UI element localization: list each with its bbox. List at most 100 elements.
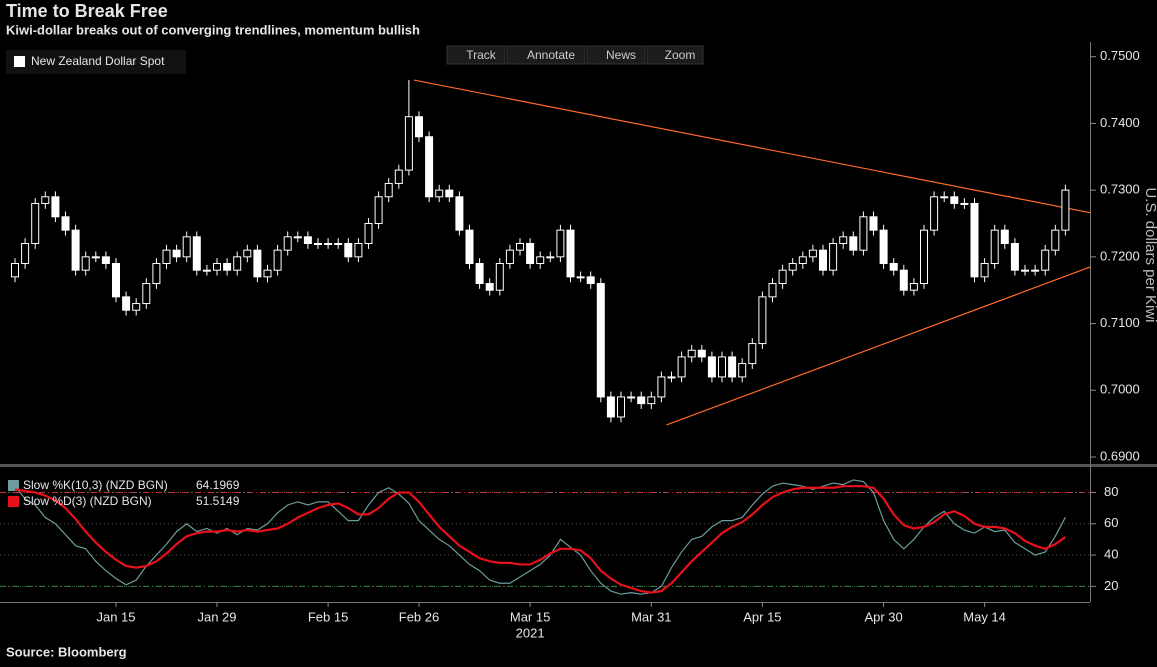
legend-label: Slow %D(3) (NZD BGN): [23, 494, 152, 508]
toolbar-label[interactable]: Annotate: [527, 48, 575, 62]
candle-body: [950, 196, 959, 204]
series-line: [14, 479, 1066, 595]
candle-body: [233, 256, 242, 271]
candle-body: [859, 216, 868, 251]
x-tick-label: Feb 15: [308, 609, 348, 624]
candle-body: [536, 256, 545, 265]
legend-swatch: [8, 480, 19, 491]
candle-body: [1000, 229, 1009, 244]
candle-body: [657, 376, 666, 398]
candle-body: [687, 349, 696, 358]
toolbar-label[interactable]: Track: [466, 48, 497, 62]
candle-body: [384, 182, 393, 198]
candle-body: [556, 229, 565, 258]
candle-body: [334, 242, 343, 245]
candle-body: [718, 356, 726, 378]
candle-body: [748, 343, 757, 365]
candle-body: [475, 263, 484, 285]
candle-body: [132, 303, 141, 311]
candle-body: [112, 263, 120, 298]
source: Source: Bloomberg: [6, 644, 127, 659]
legend-box: [6, 50, 186, 74]
candle-body: [21, 242, 30, 265]
y-tick-label: 0.7100: [1100, 315, 1140, 330]
candle-body: [435, 189, 444, 198]
candle-body: [909, 283, 918, 291]
candle-body: [980, 263, 989, 278]
candle-body: [1041, 249, 1050, 271]
candle-body: [808, 249, 817, 258]
x-tick-label: May 14: [963, 609, 1006, 624]
y-tick-label: 0.7400: [1100, 115, 1140, 130]
candle-body: [11, 263, 19, 278]
candle-body: [990, 229, 999, 265]
toolbar-button[interactable]: [506, 45, 586, 65]
candle-body: [1010, 242, 1019, 271]
candle-body: [415, 116, 423, 138]
candle-body: [596, 283, 605, 398]
candle-body: [667, 376, 676, 379]
candle-body: [1051, 229, 1060, 251]
candle-body: [293, 236, 302, 239]
x-tick-label: Apr 15: [743, 609, 781, 624]
candle-body: [768, 283, 777, 298]
candle-body: [364, 222, 373, 244]
y-tick-label: 40: [1104, 546, 1118, 561]
y-tick-label: 0.7200: [1100, 248, 1140, 263]
candle-body: [172, 249, 181, 258]
candle-body: [516, 242, 524, 251]
candle-body: [324, 242, 333, 245]
y-tick-label: 80: [1104, 484, 1118, 499]
candle-body: [566, 229, 575, 278]
toolbar-button[interactable]: [646, 45, 704, 65]
candle-body: [627, 396, 636, 399]
candle-body: [677, 356, 686, 378]
candle-body: [798, 256, 807, 265]
candle-body: [829, 242, 838, 271]
candle-body: [1021, 269, 1029, 272]
trendline: [413, 79, 1091, 214]
chart-subtitle: Kiwi-dollar breaks out of converging tre…: [6, 22, 420, 37]
candle-body: [344, 242, 353, 258]
candle-body: [586, 276, 595, 285]
candle-body: [960, 202, 969, 205]
candle-body: [394, 169, 403, 184]
candle-body: [192, 236, 201, 271]
candle-body: [465, 229, 474, 265]
candle-body: [91, 256, 100, 259]
candle-body: [41, 196, 50, 204]
candle-body: [142, 283, 151, 305]
legend-label: New Zealand Dollar Spot: [31, 54, 165, 68]
candle-body: [738, 363, 747, 378]
x-tick-label: Mar 31: [631, 609, 671, 624]
toolbar-label[interactable]: Zoom: [665, 48, 696, 62]
y-axis-label: U.S. dollars per Kiwi: [1142, 187, 1157, 322]
candle-body: [152, 263, 161, 285]
candle-body: [617, 396, 625, 418]
candle-body: [495, 263, 504, 291]
candle-body: [1031, 269, 1040, 272]
candle-body: [354, 242, 363, 258]
x-tick-label: Jan 29: [197, 609, 236, 624]
toolbar-button[interactable]: [586, 45, 646, 65]
trendline: [666, 266, 1091, 426]
x-tick-label: Mar 15: [510, 609, 550, 624]
candle-body: [61, 216, 70, 231]
candle-body: [1061, 189, 1070, 231]
candle-body: [455, 196, 464, 231]
candle-body: [526, 242, 535, 265]
toolbar-button[interactable]: [446, 45, 506, 65]
candle-body: [182, 236, 191, 258]
legend-swatch: [14, 56, 25, 67]
chart-title: Time to Break Free: [6, 1, 168, 21]
candle-body: [485, 283, 494, 291]
y-tick-label: 0.7300: [1100, 182, 1140, 197]
candle-body: [374, 196, 383, 224]
y-tick-label: 20: [1104, 578, 1118, 593]
candle-body: [940, 196, 949, 199]
candle-body: [425, 136, 434, 198]
x-tick-label: Feb 26: [399, 609, 439, 624]
candle-body: [546, 256, 555, 259]
toolbar-label[interactable]: News: [606, 48, 636, 62]
candle-body: [879, 229, 888, 265]
